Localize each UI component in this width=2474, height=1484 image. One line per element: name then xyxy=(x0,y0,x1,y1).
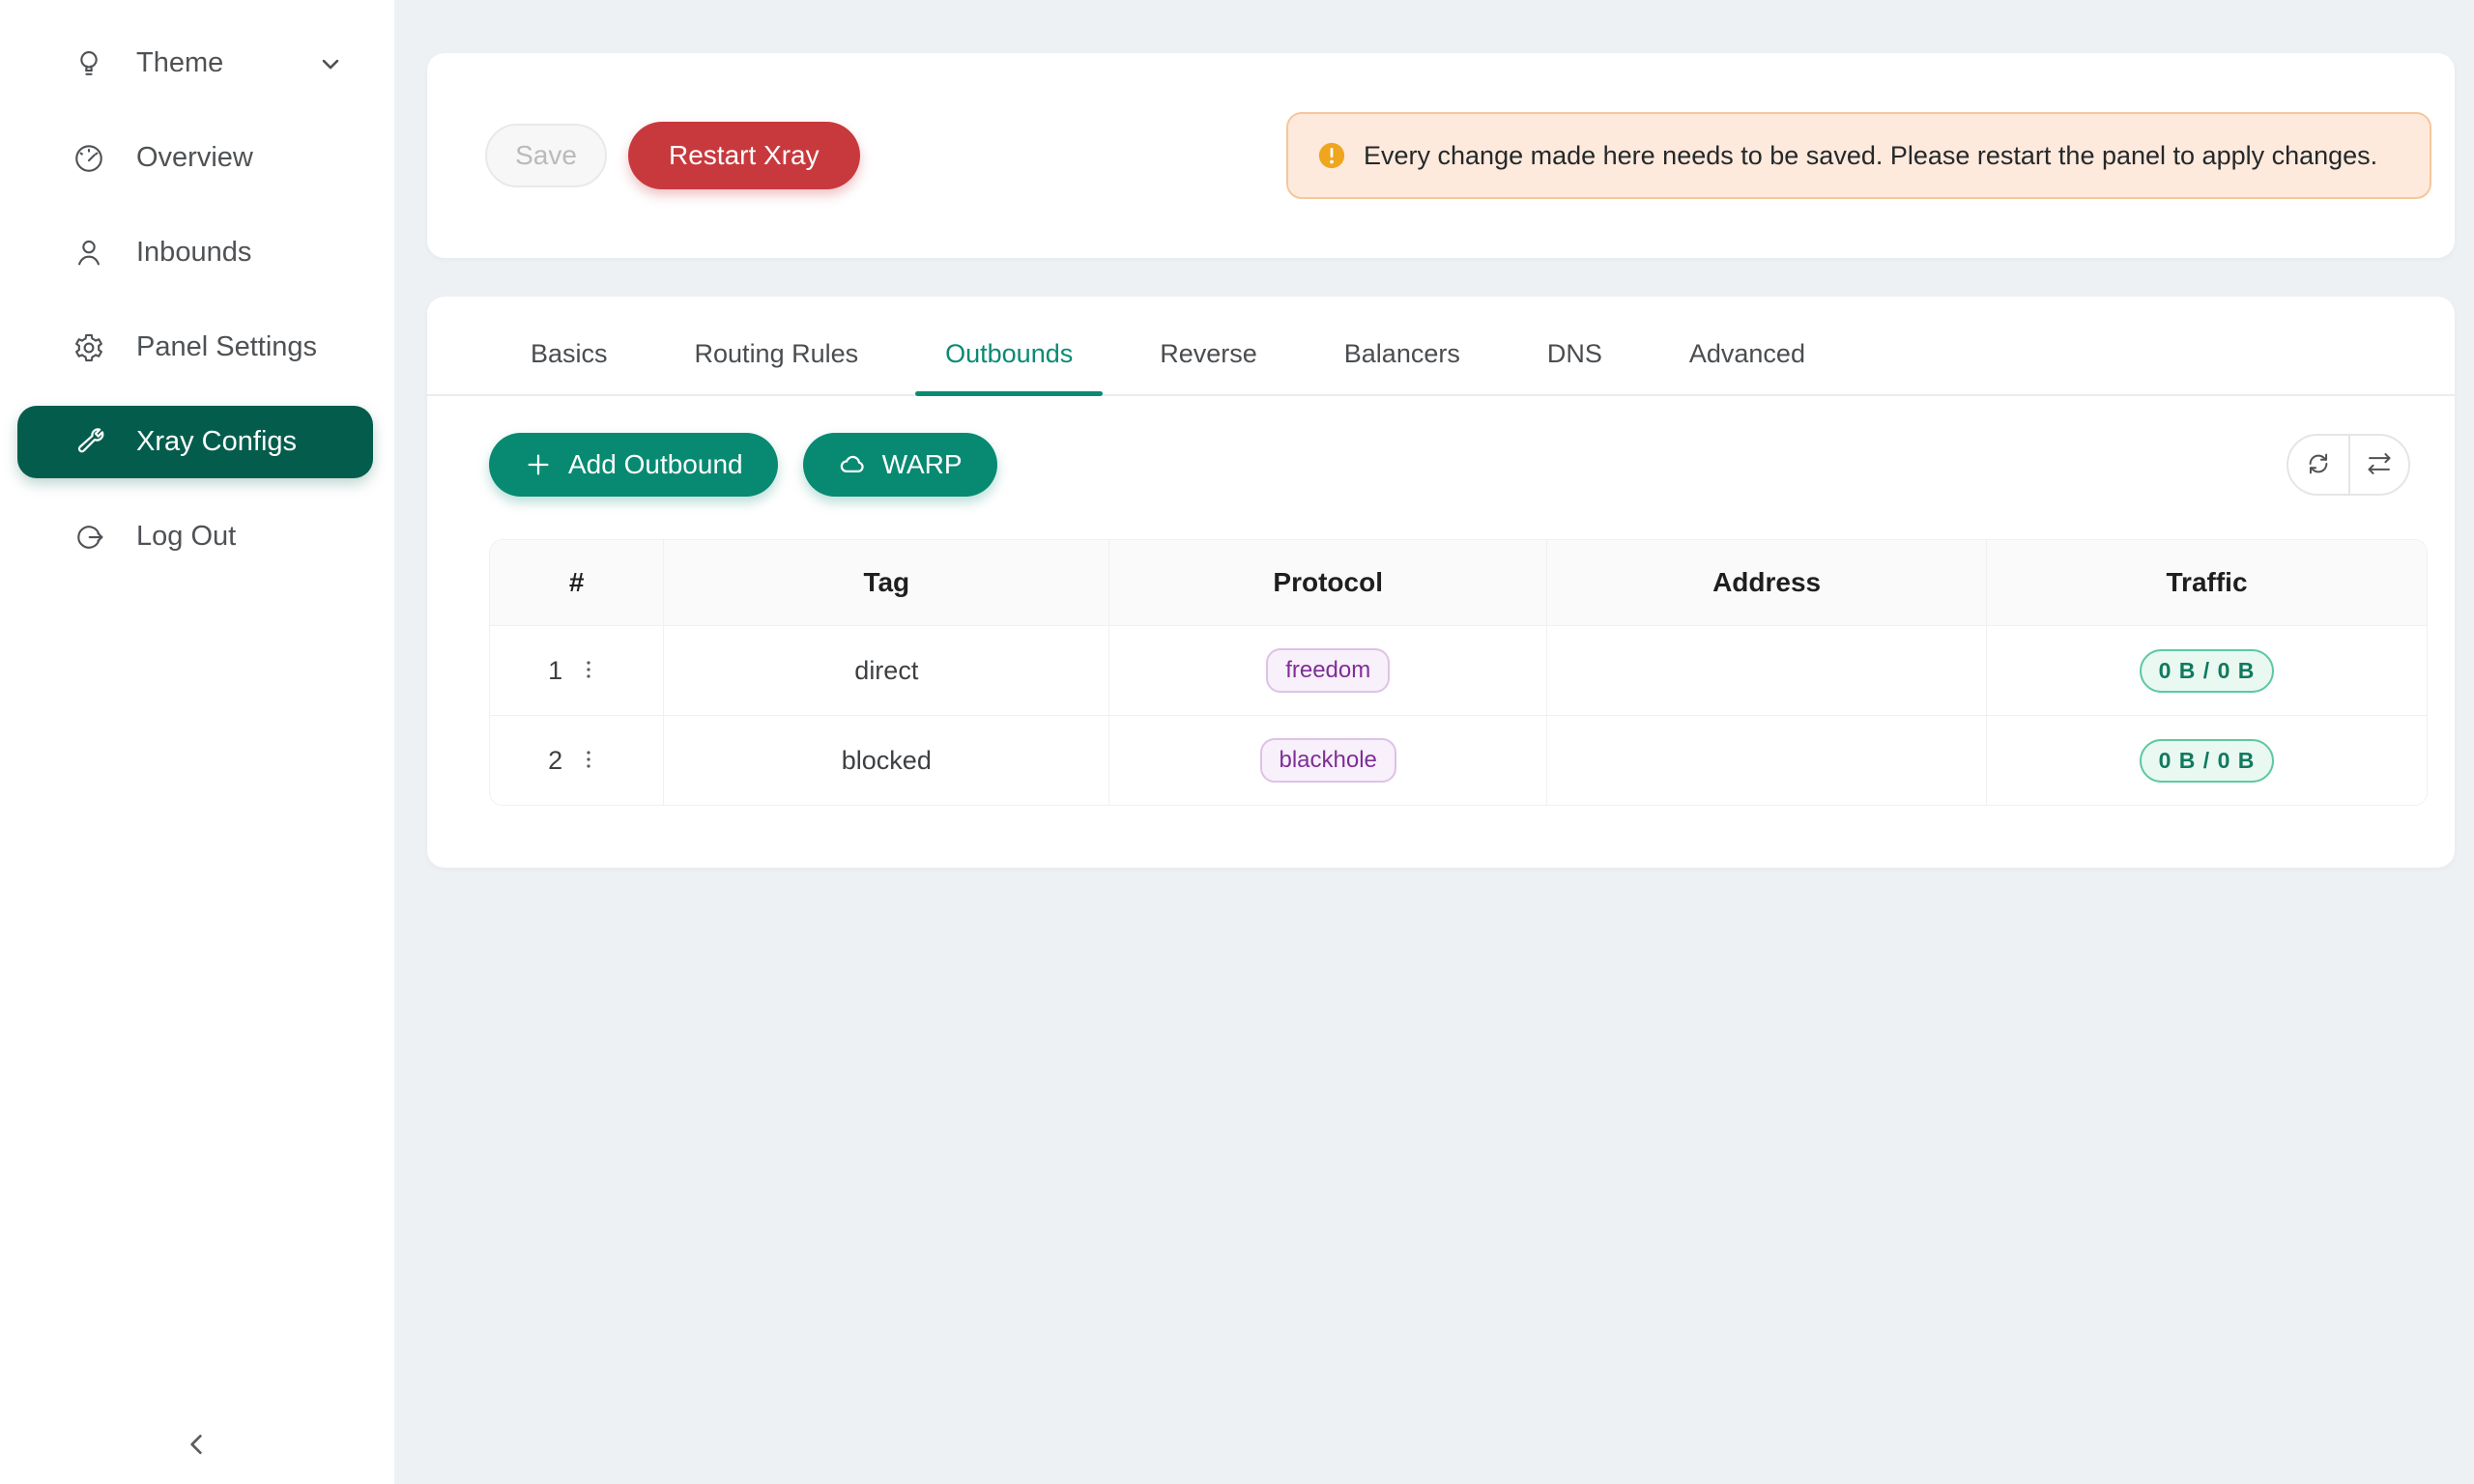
toolbar-card: Save Restart Xray Every change made here… xyxy=(427,53,2455,258)
tab-advanced[interactable]: Advanced xyxy=(1688,339,1805,368)
tag-cell: blocked xyxy=(664,716,1110,805)
row-menu-button[interactable] xyxy=(572,743,605,779)
warp-label: WARP xyxy=(881,449,963,479)
tab-reverse[interactable]: Reverse xyxy=(1160,339,1257,368)
repeat-icon xyxy=(2366,450,2393,480)
xray-config-card: Basics Routing Rules Outbounds Reverse B… xyxy=(427,297,2455,868)
row-index: 2 xyxy=(548,745,563,775)
traffic-badge: 0 B / 0 B xyxy=(2139,738,2275,783)
collapse-sidebar-button[interactable] xyxy=(0,1429,394,1465)
main-content: Save Restart Xray Every change made here… xyxy=(394,0,2474,1484)
logout-icon xyxy=(72,521,105,554)
repeat-button[interactable] xyxy=(2348,436,2408,494)
table-row: 2 blocked blackhole 0 B / 0 B xyxy=(490,715,2427,805)
traffic-badge: 0 B / 0 B xyxy=(2139,648,2275,693)
dashboard-icon xyxy=(72,142,105,175)
column-header-tag: Tag xyxy=(664,540,1110,625)
lightbulb-icon xyxy=(72,47,105,80)
table-tools-group xyxy=(2287,434,2410,496)
sidebar-item-log-out[interactable]: Log Out xyxy=(17,500,373,573)
sidebar-item-theme[interactable]: Theme xyxy=(17,27,373,100)
tab-dns[interactable]: DNS xyxy=(1546,339,1602,368)
tab-routing-rules[interactable]: Routing Rules xyxy=(694,339,859,368)
plus-icon xyxy=(524,450,553,479)
dots-vertical-icon xyxy=(576,747,601,775)
table-row: 1 direct freedom 0 B / 0 B xyxy=(490,625,2427,715)
sidebar-item-label: Theme xyxy=(136,47,224,78)
warning-alert-text: Every change made here needs to be saved… xyxy=(1364,140,2378,170)
refresh-button[interactable] xyxy=(2288,436,2348,494)
chevron-left-icon xyxy=(182,1429,213,1465)
config-tabs: Basics Routing Rules Outbounds Reverse B… xyxy=(427,297,2455,396)
add-outbound-label: Add Outbound xyxy=(568,449,743,479)
sidebar-item-xray-configs[interactable]: Xray Configs xyxy=(17,406,373,478)
tab-outbounds[interactable]: Outbounds xyxy=(902,297,1116,396)
sidebar-item-label: Panel Settings xyxy=(136,331,318,362)
warp-button[interactable]: WARP xyxy=(802,433,997,497)
sidebar-item-overview[interactable]: Overview xyxy=(17,122,373,194)
chevron-down-icon xyxy=(317,50,344,77)
cloud-icon xyxy=(838,450,867,479)
sidebar-item-panel-settings[interactable]: Panel Settings xyxy=(17,311,373,384)
table-header: # Tag Protocol Address Traffic xyxy=(490,540,2427,625)
warning-icon xyxy=(1317,141,1346,170)
protocol-badge: freedom xyxy=(1266,648,1391,693)
column-header-protocol: Protocol xyxy=(1109,540,1548,625)
gear-icon xyxy=(72,331,105,364)
protocol-badge: blackhole xyxy=(1259,738,1396,783)
actions-row: Add Outbound WARP xyxy=(427,396,2455,497)
outbounds-table: # Tag Protocol Address Traffic 1 xyxy=(489,539,2428,806)
wrench-icon xyxy=(72,426,105,459)
tab-basics[interactable]: Basics xyxy=(531,339,608,368)
restart-xray-button[interactable]: Restart Xray xyxy=(628,122,860,189)
tag-cell: direct xyxy=(664,626,1110,715)
refresh-icon xyxy=(2305,450,2332,480)
column-header-traffic: Traffic xyxy=(2166,567,2248,597)
save-button[interactable]: Save xyxy=(485,124,607,187)
row-index: 1 xyxy=(548,655,563,685)
address-cell xyxy=(1547,716,1988,805)
sidebar: Theme Overview Inbounds xyxy=(0,0,394,1484)
column-header-index: # xyxy=(490,540,665,625)
warning-alert: Every change made here needs to be saved… xyxy=(1286,111,2431,200)
address-cell xyxy=(1547,626,1988,715)
sidebar-item-label: Xray Configs xyxy=(136,426,298,457)
user-icon xyxy=(72,237,105,270)
sidebar-item-inbounds[interactable]: Inbounds xyxy=(17,216,373,289)
sidebar-item-label: Overview xyxy=(136,142,253,173)
sidebar-item-label: Log Out xyxy=(136,521,237,552)
tab-balancers[interactable]: Balancers xyxy=(1343,339,1460,368)
sidebar-item-label: Inbounds xyxy=(136,237,252,268)
add-outbound-button[interactable]: Add Outbound xyxy=(489,433,778,497)
dots-vertical-icon xyxy=(576,657,601,685)
row-menu-button[interactable] xyxy=(572,653,605,689)
column-header-address: Address xyxy=(1547,540,1988,625)
